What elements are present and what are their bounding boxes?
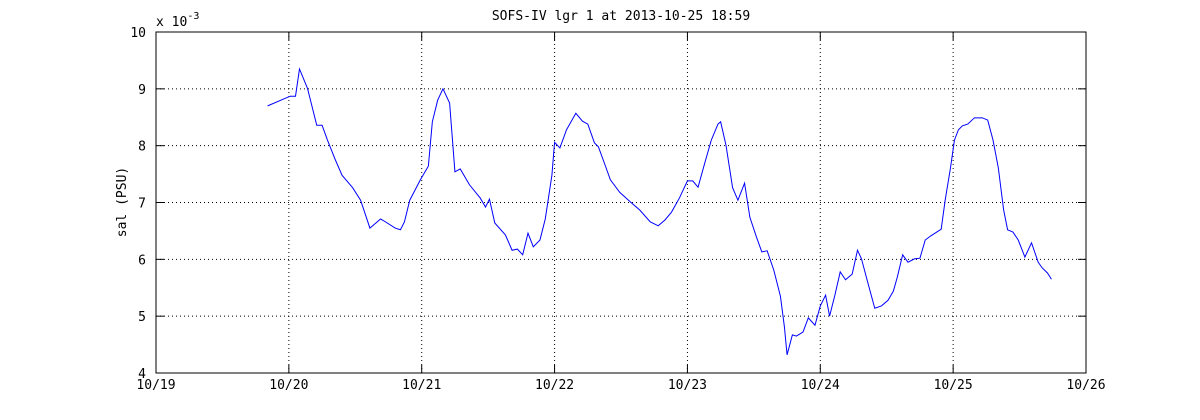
y-axis-label: sal (PSU) (115, 167, 130, 237)
chart-title: SOFS-IV lgr 1 at 2013-10-25 18:59 (492, 9, 750, 24)
y-tick-label: 4 (138, 367, 146, 382)
x-tick-label: 10/23 (668, 378, 707, 393)
y-tick-label: 5 (138, 310, 146, 325)
y-multiplier-base: x 10 (156, 15, 187, 30)
y-tick-label: 10 (130, 26, 146, 41)
x-tick-label: 10/24 (801, 378, 840, 393)
x-tick-label: 10/19 (136, 378, 175, 393)
x-tick-label: 10/25 (934, 378, 973, 393)
x-tick-label: 10/20 (269, 378, 308, 393)
data-line (267, 67, 1052, 355)
y-tick-label: 7 (138, 197, 146, 212)
y-tick-label: 9 (138, 83, 146, 98)
x-tick-label: 10/22 (535, 378, 574, 393)
y-tick-label: 8 (138, 140, 146, 155)
plot-frame (155, 31, 1087, 374)
y-multiplier-exponent: -3 (187, 11, 199, 22)
x-tick-label: 10/26 (1066, 378, 1105, 393)
x-tick-label: 10/21 (402, 378, 441, 393)
y-multiplier: x 10-3 (156, 11, 199, 30)
y-tick-label: 6 (138, 253, 146, 268)
